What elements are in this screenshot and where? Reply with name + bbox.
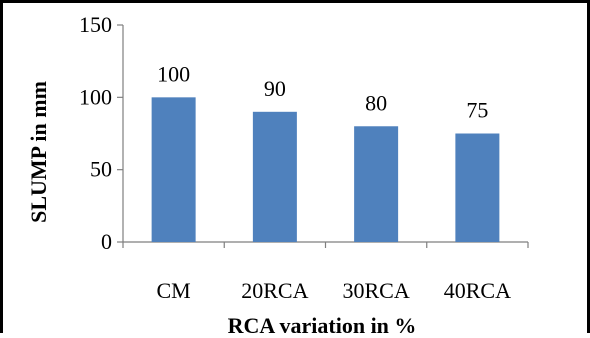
y-ticks: 0 50 100 150	[79, 12, 123, 254]
y-tick-label: 150	[79, 12, 112, 37]
category-label: 30RCA	[343, 278, 410, 303]
x-axis-title: RCA variation in %	[228, 313, 417, 333]
category-label: CM	[157, 278, 191, 303]
data-labels: 100 90 80 75	[157, 61, 488, 122]
y-tick-label: 50	[90, 157, 112, 182]
bar-30rca	[354, 126, 399, 242]
category-label: 20RCA	[241, 278, 308, 303]
y-axis-title: SLUMP in mm	[26, 81, 51, 223]
bar-cm	[151, 97, 196, 242]
y-tick-label: 100	[79, 84, 112, 109]
bars	[151, 97, 500, 242]
bar-40rca	[455, 133, 500, 242]
bar-20rca	[252, 111, 297, 242]
data-label: 75	[466, 98, 488, 123]
category-labels: CM 20RCA 30RCA 40RCA	[157, 278, 512, 303]
data-label: 80	[365, 90, 387, 115]
data-label: 100	[157, 61, 190, 86]
data-label: 90	[264, 76, 286, 101]
x-ticks	[122, 242, 529, 248]
y-tick-label: 0	[101, 229, 112, 254]
category-label: 40RCA	[444, 278, 511, 303]
